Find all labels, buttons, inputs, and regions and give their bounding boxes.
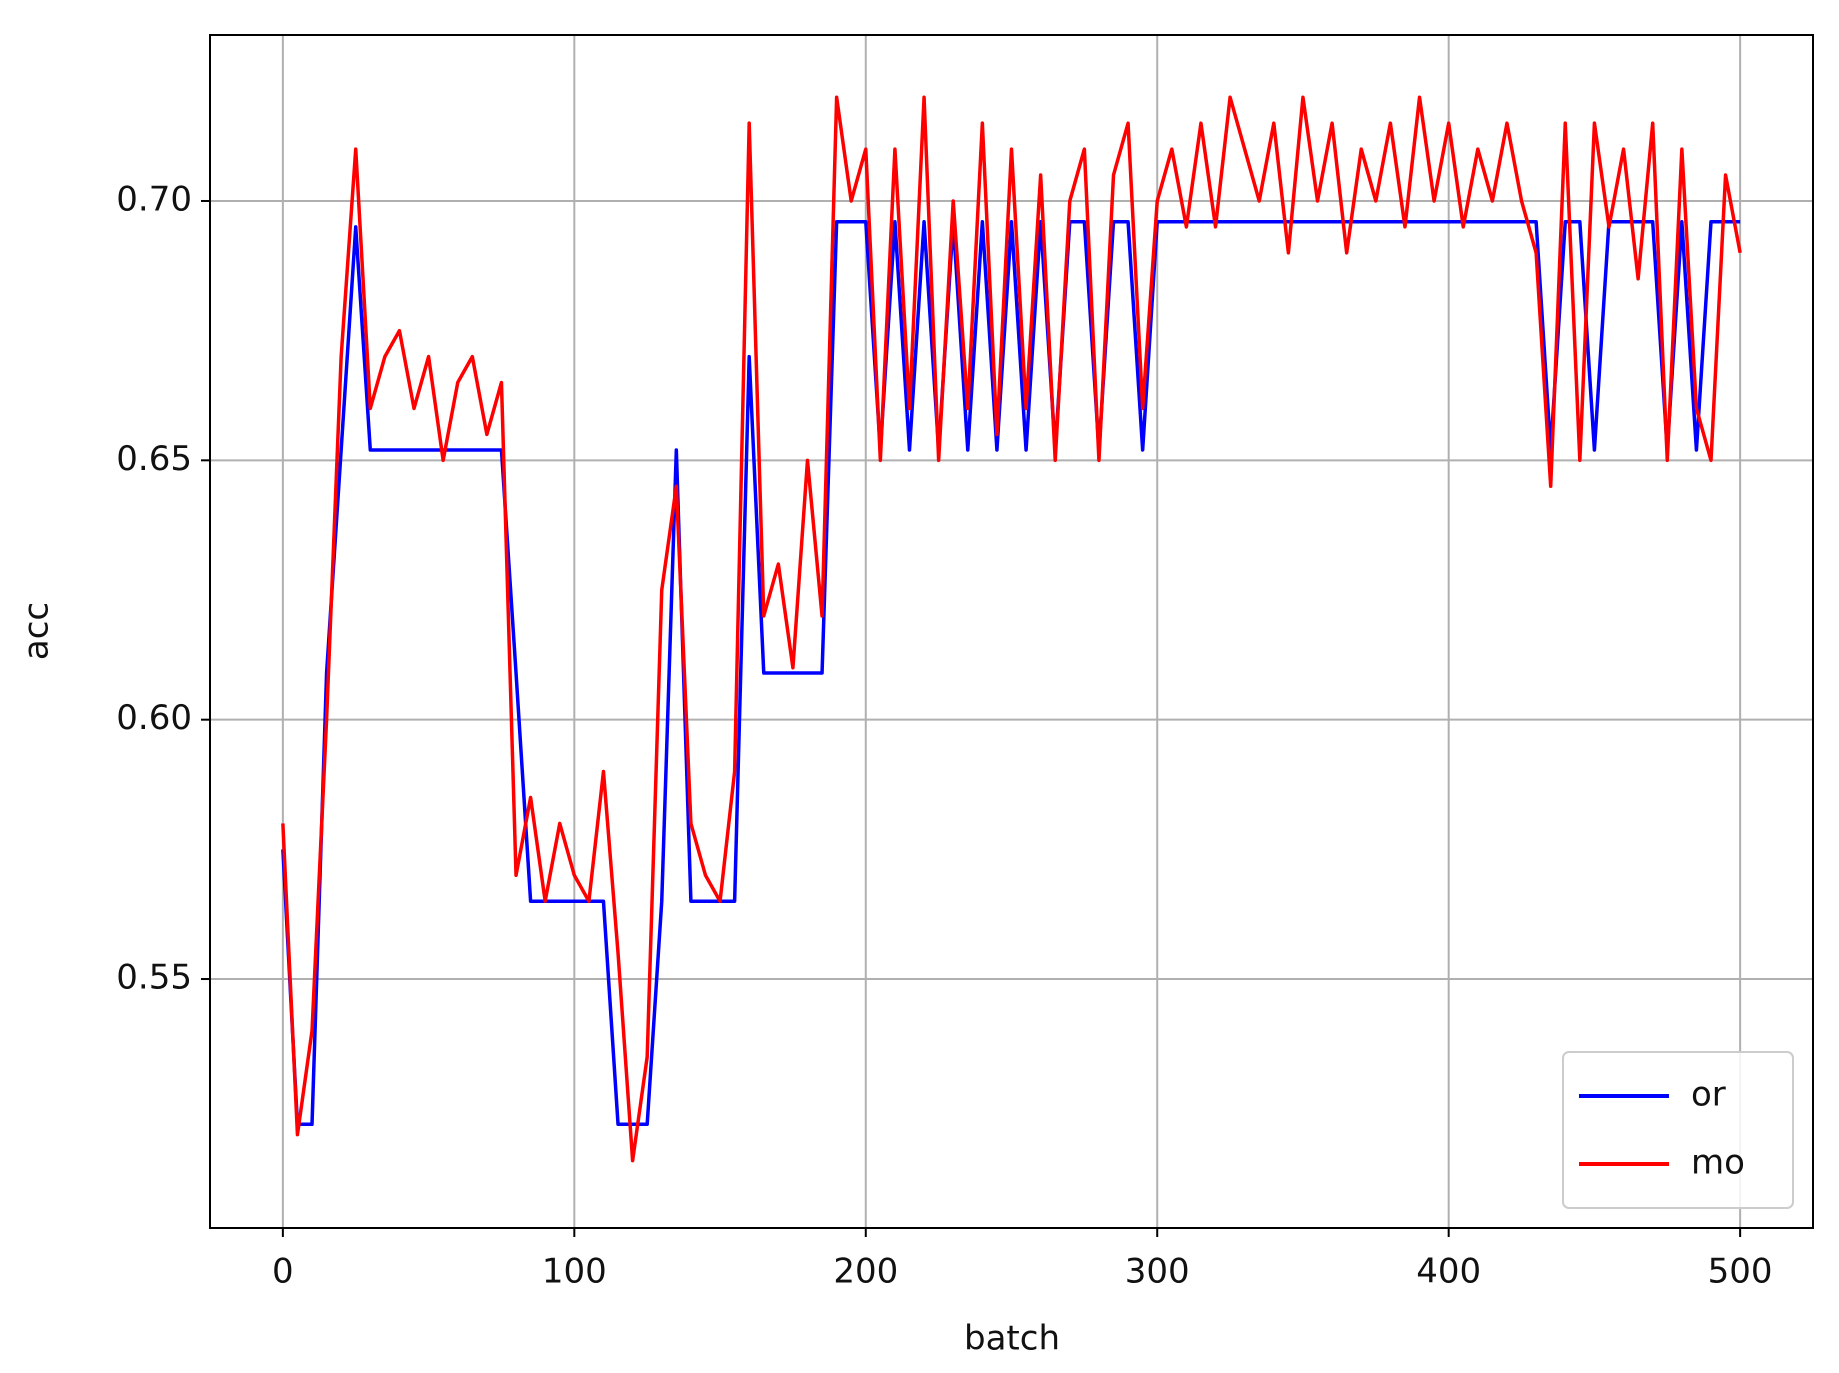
y-axis-label: acc <box>17 602 57 660</box>
plot-frame <box>209 34 1814 1229</box>
x-axis-label: batch <box>964 1319 1060 1359</box>
y-tick-label: 0.55 <box>116 958 192 998</box>
line-series <box>281 219 1741 1127</box>
y-tick-label: 0.70 <box>116 179 192 219</box>
line-series <box>281 95 1742 1163</box>
x-tick-label: 100 <box>542 1252 607 1292</box>
legend-label: or <box>1691 1075 1726 1115</box>
y-tick-label: 0.65 <box>116 439 192 479</box>
y-tick-label: 0.60 <box>116 698 192 738</box>
x-tick-label: 0 <box>272 1252 294 1292</box>
x-tick-label: 300 <box>1125 1252 1190 1292</box>
x-tick-label: 400 <box>1416 1252 1481 1292</box>
legend-box <box>1562 1051 1794 1209</box>
legend-label: mo <box>1691 1143 1745 1183</box>
x-tick-label: 500 <box>1708 1252 1773 1292</box>
x-tick-label: 200 <box>833 1252 898 1292</box>
